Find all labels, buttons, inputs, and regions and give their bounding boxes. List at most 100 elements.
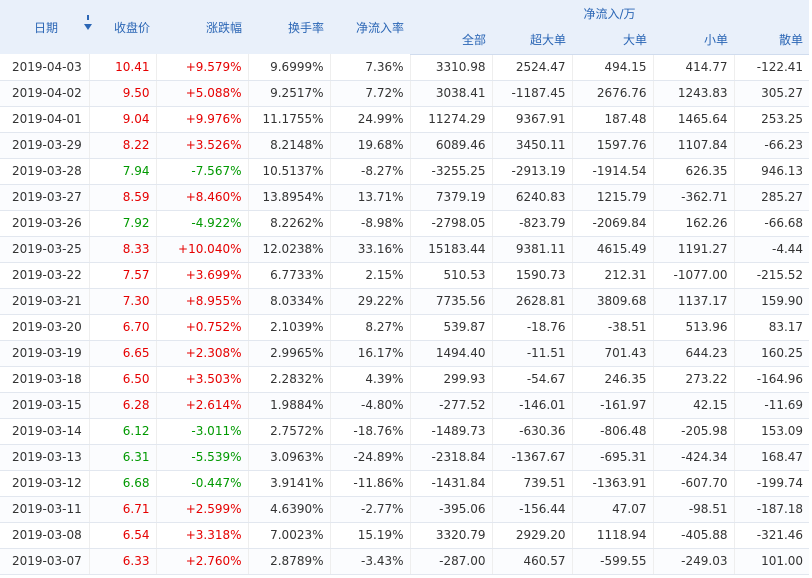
cell-net-super: -146.01 <box>491 392 572 419</box>
cell-net-small: 414.77 <box>652 54 734 81</box>
cell-net-small: -249.03 <box>652 548 734 575</box>
cell-close: 6.12 <box>88 418 156 445</box>
cell-turnover: 8.0334% <box>247 288 330 315</box>
cell-close: 6.71 <box>88 496 156 523</box>
sort-desc-icon[interactable] <box>62 14 92 35</box>
cell-net-small: 513.96 <box>652 314 734 341</box>
table-row: 2019-04-03 10.41 +9.579% 9.6999% 7.36% 3310.9… <box>0 54 810 81</box>
cell-turnover: 10.5137% <box>247 158 330 185</box>
cell-net-big: -599.55 <box>571 548 653 575</box>
cell-change: +10.040% <box>155 236 248 263</box>
cell-turnover: 4.6390% <box>247 496 330 523</box>
cell-net-small: 644.23 <box>652 340 734 367</box>
cell-net-small: -1077.00 <box>652 262 734 289</box>
cell-net-all: 7735.56 <box>409 288 492 315</box>
table-row: 2019-03-28 7.94 -7.567% 10.5137% -8.27% -3255… <box>0 158 810 185</box>
cell-change: -0.447% <box>155 470 248 497</box>
col-header-close[interactable]: 收盘价 <box>89 0 156 54</box>
cell-date: 2019-03-26 <box>0 210 89 237</box>
cell-turnover: 2.2832% <box>247 366 330 393</box>
cell-net-small: 273.22 <box>652 366 734 393</box>
cell-net-all: -287.00 <box>409 548 492 575</box>
col-header-net-all[interactable]: 全部 <box>410 26 492 55</box>
cell-net-super: -2913.19 <box>491 158 572 185</box>
cell-net-retail: 946.13 <box>733 158 810 185</box>
cell-date: 2019-03-08 <box>0 522 89 549</box>
cell-net-big: 4615.49 <box>571 236 653 263</box>
cell-close: 8.33 <box>88 236 156 263</box>
cell-turnover: 2.8789% <box>247 548 330 575</box>
table-row: 2019-04-01 9.04 +9.976% 11.1755% 24.99% 11274… <box>0 106 810 133</box>
cell-net-big: 212.31 <box>571 262 653 289</box>
cell-net-retail: -66.23 <box>733 132 810 159</box>
col-header-change[interactable]: 涨跌幅 <box>156 0 248 54</box>
col-group-net-inflow: 净流入/万 <box>410 0 810 26</box>
cell-change: +3.526% <box>155 132 248 159</box>
cell-net-all: 510.53 <box>409 262 492 289</box>
cell-net-all: 539.87 <box>409 314 492 341</box>
cell-change: +2.760% <box>155 548 248 575</box>
cell-net-big: -2069.84 <box>571 210 653 237</box>
cell-net-super: 3450.11 <box>491 132 572 159</box>
cell-net-rate: 33.16% <box>329 236 410 263</box>
col-header-turnover[interactable]: 换手率 <box>248 0 330 54</box>
cell-close: 6.65 <box>88 340 156 367</box>
col-header-net-rate[interactable]: 净流入率 <box>330 0 410 54</box>
col-header-date[interactable]: 日期 <box>0 0 92 54</box>
cell-net-big: 1118.94 <box>571 522 653 549</box>
cell-close: 6.33 <box>88 548 156 575</box>
col-header-net-retail[interactable]: 散单 <box>734 26 810 55</box>
cell-net-small: 1465.64 <box>652 106 734 133</box>
cell-turnover: 7.0023% <box>247 522 330 549</box>
table-header: 日期 收盘价 涨跌幅 换手率 净流入率 净流入/万 全部 超大单 大单 小单 散… <box>0 0 810 55</box>
cell-net-small: -205.98 <box>652 418 734 445</box>
cell-net-big: 3809.68 <box>571 288 653 315</box>
cell-turnover: 3.0963% <box>247 444 330 471</box>
col-header-net-big[interactable]: 大单 <box>572 26 653 55</box>
cell-net-super: 2524.47 <box>491 54 572 81</box>
cell-net-small: 162.26 <box>652 210 734 237</box>
table-row: 2019-03-25 8.33 +10.040% 12.0238% 33.16% 1518… <box>0 236 810 263</box>
cell-date: 2019-03-25 <box>0 236 89 263</box>
cell-turnover: 9.6999% <box>247 54 330 81</box>
table-row: 2019-03-20 6.70 +0.752% 2.1039% 8.27% 539.87-… <box>0 314 810 341</box>
cell-net-all: 3320.79 <box>409 522 492 549</box>
cell-change: +3.699% <box>155 262 248 289</box>
cell-net-retail: 253.25 <box>733 106 810 133</box>
cell-net-rate: 8.27% <box>329 314 410 341</box>
cell-net-retail: 83.17 <box>733 314 810 341</box>
cell-net-all: 7379.19 <box>409 184 492 211</box>
cell-date: 2019-03-28 <box>0 158 89 185</box>
table-row: 2019-03-14 6.12 -3.011% 2.7572% -18.76% -1489… <box>0 418 810 445</box>
cell-net-retail: 160.25 <box>733 340 810 367</box>
cell-net-big: 2676.76 <box>571 80 653 107</box>
cell-net-rate: 7.72% <box>329 80 410 107</box>
cell-net-small: -98.51 <box>652 496 734 523</box>
cell-net-small: 42.15 <box>652 392 734 419</box>
cell-net-rate: -24.89% <box>329 444 410 471</box>
cell-net-rate: -3.43% <box>329 548 410 575</box>
cell-net-all: -1489.73 <box>409 418 492 445</box>
cell-close: 7.94 <box>88 158 156 185</box>
cell-net-all: -395.06 <box>409 496 492 523</box>
cell-date: 2019-03-27 <box>0 184 89 211</box>
cell-change: +2.599% <box>155 496 248 523</box>
cell-net-super: -156.44 <box>491 496 572 523</box>
cell-net-retail: 159.90 <box>733 288 810 315</box>
col-header-net-super[interactable]: 超大单 <box>492 26 572 55</box>
cell-net-all: 3310.98 <box>409 54 492 81</box>
cell-net-all: 299.93 <box>409 366 492 393</box>
cell-net-retail: -4.44 <box>733 236 810 263</box>
table-row: 2019-03-21 7.30 +8.955% 8.0334% 29.22% 7735.5… <box>0 288 810 315</box>
col-header-net-small[interactable]: 小单 <box>653 26 734 55</box>
table-row: 2019-03-08 6.54 +3.318% 7.0023% 15.19% 3320.7… <box>0 522 810 549</box>
cell-net-super: -54.67 <box>491 366 572 393</box>
cell-net-small: 1191.27 <box>652 236 734 263</box>
table-row: 2019-03-26 7.92 -4.922% 8.2262% -8.98% -2798.… <box>0 210 810 237</box>
cell-net-all: 11274.29 <box>409 106 492 133</box>
cell-date: 2019-03-19 <box>0 340 89 367</box>
cell-turnover: 8.2148% <box>247 132 330 159</box>
cell-net-retail: 101.00 <box>733 548 810 575</box>
cell-date: 2019-04-02 <box>0 80 89 107</box>
